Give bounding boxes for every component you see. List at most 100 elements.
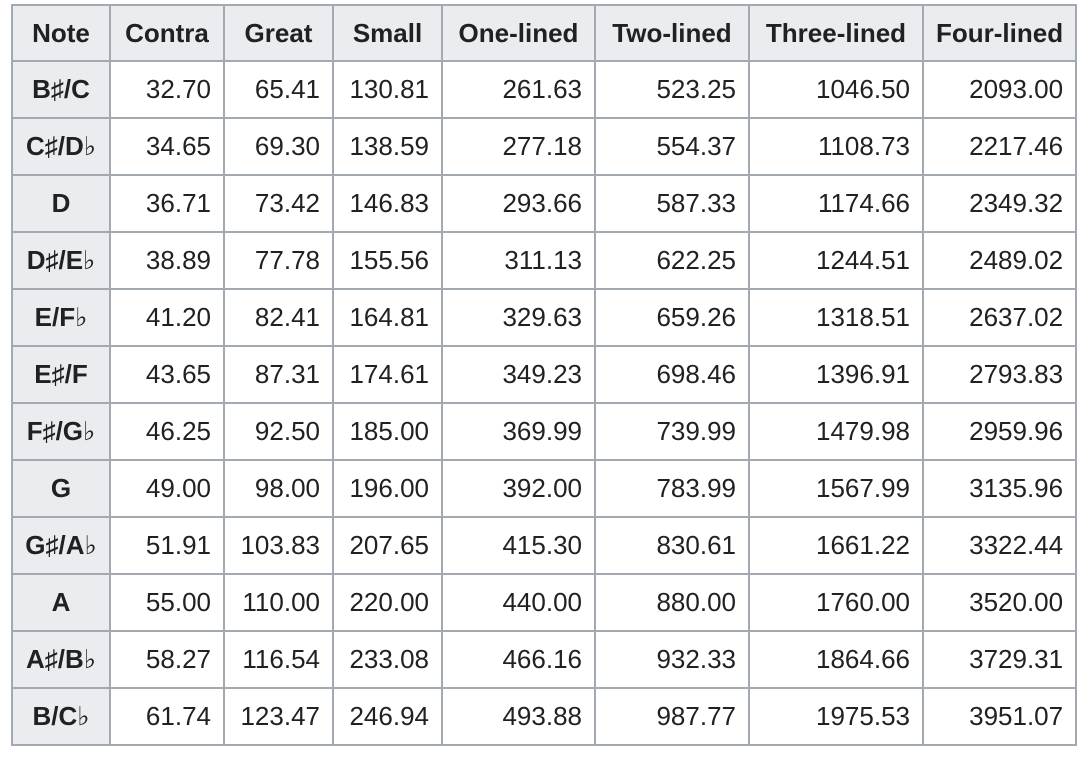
frequency-cell: 1244.51 xyxy=(748,231,924,290)
frequency-cell: 103.83 xyxy=(223,516,334,575)
frequency-cell: 1108.73 xyxy=(748,117,924,176)
frequency-cell: 32.70 xyxy=(109,60,225,119)
frequency-cell: 783.99 xyxy=(594,459,750,518)
frequency-cell: 246.94 xyxy=(332,687,443,746)
frequency-cell: 349.23 xyxy=(441,345,596,404)
table-row: F♯/G♭ 46.25 92.50 185.00 369.99 739.99 1479.98… xyxy=(11,402,1078,461)
frequency-cell: 82.41 xyxy=(223,288,334,347)
frequency-cell: 261.63 xyxy=(441,60,596,119)
frequency-cell: 369.99 xyxy=(441,402,596,461)
frequency-cell: 739.99 xyxy=(594,402,750,461)
frequency-cell: 3520.00 xyxy=(921,573,1078,632)
frequency-cell: 2637.02 xyxy=(921,288,1078,347)
table-row: E♯/F 43.65 87.31 174.61 349.23 698.46 1396.91 2… xyxy=(11,345,1078,404)
frequency-cell: 123.47 xyxy=(223,687,334,746)
frequency-cell: 622.25 xyxy=(594,231,750,290)
frequency-cell: 415.30 xyxy=(441,516,596,575)
frequency-cell: 311.13 xyxy=(441,231,596,290)
frequency-cell: 73.42 xyxy=(223,174,334,233)
frequency-cell: 3951.07 xyxy=(921,687,1078,746)
frequency-cell: 185.00 xyxy=(332,402,443,461)
table-row: D♯/E♭ 38.89 77.78 155.56 311.13 622.25 1244.51… xyxy=(11,231,1078,290)
note-name-cell: E/F♭ xyxy=(11,288,111,347)
frequency-cell: 1760.00 xyxy=(748,573,924,632)
table-row: A 55.00 110.00 220.00 440.00 880.00 1760.00 352… xyxy=(11,573,1078,632)
table-row: A♯/B♭ 58.27 116.54 233.08 466.16 932.33 1864.6… xyxy=(11,630,1078,689)
frequency-cell: 41.20 xyxy=(109,288,225,347)
frequency-cell: 2093.00 xyxy=(921,60,1078,119)
table-row: G♯/A♭ 51.91 103.83 207.65 415.30 830.61 1661.2… xyxy=(11,516,1078,575)
frequency-cell: 233.08 xyxy=(332,630,443,689)
frequency-cell: 38.89 xyxy=(109,231,225,290)
frequency-cell: 987.77 xyxy=(594,687,750,746)
frequency-cell: 880.00 xyxy=(594,573,750,632)
note-name-cell: G xyxy=(11,459,111,518)
note-name-cell: B/C♭ xyxy=(11,687,111,746)
frequency-cell: 138.59 xyxy=(332,117,443,176)
note-name-cell: C♯/D♭ xyxy=(11,117,111,176)
frequency-cell: 2959.96 xyxy=(921,402,1078,461)
frequency-cell: 46.25 xyxy=(109,402,225,461)
frequency-cell: 174.61 xyxy=(332,345,443,404)
frequency-cell: 110.00 xyxy=(223,573,334,632)
frequency-cell: 43.65 xyxy=(109,345,225,404)
table-row: B/C♭ 61.74 123.47 246.94 493.88 987.77 1975.53… xyxy=(11,687,1078,746)
column-header: Small xyxy=(332,4,443,62)
frequency-cell: 1046.50 xyxy=(748,60,924,119)
frequency-cell: 932.33 xyxy=(594,630,750,689)
frequency-cell: 2489.02 xyxy=(921,231,1078,290)
frequency-cell: 51.91 xyxy=(109,516,225,575)
frequency-cell: 1318.51 xyxy=(748,288,924,347)
frequency-cell: 34.65 xyxy=(109,117,225,176)
frequency-cell: 3729.31 xyxy=(921,630,1078,689)
frequency-cell: 1975.53 xyxy=(748,687,924,746)
column-header: Two-lined xyxy=(594,4,750,62)
frequency-cell: 1396.91 xyxy=(748,345,924,404)
frequency-cell: 587.33 xyxy=(594,174,750,233)
frequency-cell: 329.63 xyxy=(441,288,596,347)
frequency-cell: 61.74 xyxy=(109,687,225,746)
note-name-cell: E♯/F xyxy=(11,345,111,404)
frequency-cell: 58.27 xyxy=(109,630,225,689)
note-name-cell: B♯/C xyxy=(11,60,111,119)
frequency-cell: 1864.66 xyxy=(748,630,924,689)
frequency-cell: 92.50 xyxy=(223,402,334,461)
table-row: B♯/C 32.70 65.41 130.81 261.63 523.25 1046.50 2… xyxy=(11,60,1078,119)
frequency-cell: 1174.66 xyxy=(748,174,924,233)
frequency-cell: 155.56 xyxy=(332,231,443,290)
frequency-cell: 2349.32 xyxy=(921,174,1078,233)
frequency-cell: 493.88 xyxy=(441,687,596,746)
frequency-cell: 523.25 xyxy=(594,60,750,119)
column-header: Contra xyxy=(109,4,225,62)
frequency-cell: 392.00 xyxy=(441,459,596,518)
frequency-cell: 130.81 xyxy=(332,60,443,119)
frequency-cell: 69.30 xyxy=(223,117,334,176)
note-name-cell: A♯/B♭ xyxy=(11,630,111,689)
frequency-cell: 220.00 xyxy=(332,573,443,632)
note-name-cell: G♯/A♭ xyxy=(11,516,111,575)
frequency-cell: 659.26 xyxy=(594,288,750,347)
frequency-cell: 1567.99 xyxy=(748,459,924,518)
frequency-cell: 146.83 xyxy=(332,174,443,233)
table-row: G 49.00 98.00 196.00 392.00 783.99 1567.99 3135… xyxy=(11,459,1078,518)
frequency-cell: 293.66 xyxy=(441,174,596,233)
frequency-cell: 196.00 xyxy=(332,459,443,518)
note-name-cell: A xyxy=(11,573,111,632)
frequency-cell: 3322.44 xyxy=(921,516,1078,575)
header-row: Note Contra Great Small One-lined Two-li… xyxy=(11,4,1078,62)
frequency-cell: 36.71 xyxy=(109,174,225,233)
frequency-cell: 164.81 xyxy=(332,288,443,347)
frequency-cell: 554.37 xyxy=(594,117,750,176)
column-header: Four-lined xyxy=(921,4,1078,62)
column-header: Great xyxy=(223,4,334,62)
table-row: E/F♭ 41.20 82.41 164.81 329.63 659.26 1318.51 2… xyxy=(11,288,1078,347)
frequency-cell: 3135.96 xyxy=(921,459,1078,518)
frequency-cell: 116.54 xyxy=(223,630,334,689)
frequency-cell: 65.41 xyxy=(223,60,334,119)
table-row: C♯/D♭ 34.65 69.30 138.59 277.18 554.37 1108.73… xyxy=(11,117,1078,176)
frequency-cell: 1479.98 xyxy=(748,402,924,461)
frequency-cell: 49.00 xyxy=(109,459,225,518)
frequency-cell: 2217.46 xyxy=(921,117,1078,176)
frequency-cell: 466.16 xyxy=(441,630,596,689)
frequency-cell: 440.00 xyxy=(441,573,596,632)
